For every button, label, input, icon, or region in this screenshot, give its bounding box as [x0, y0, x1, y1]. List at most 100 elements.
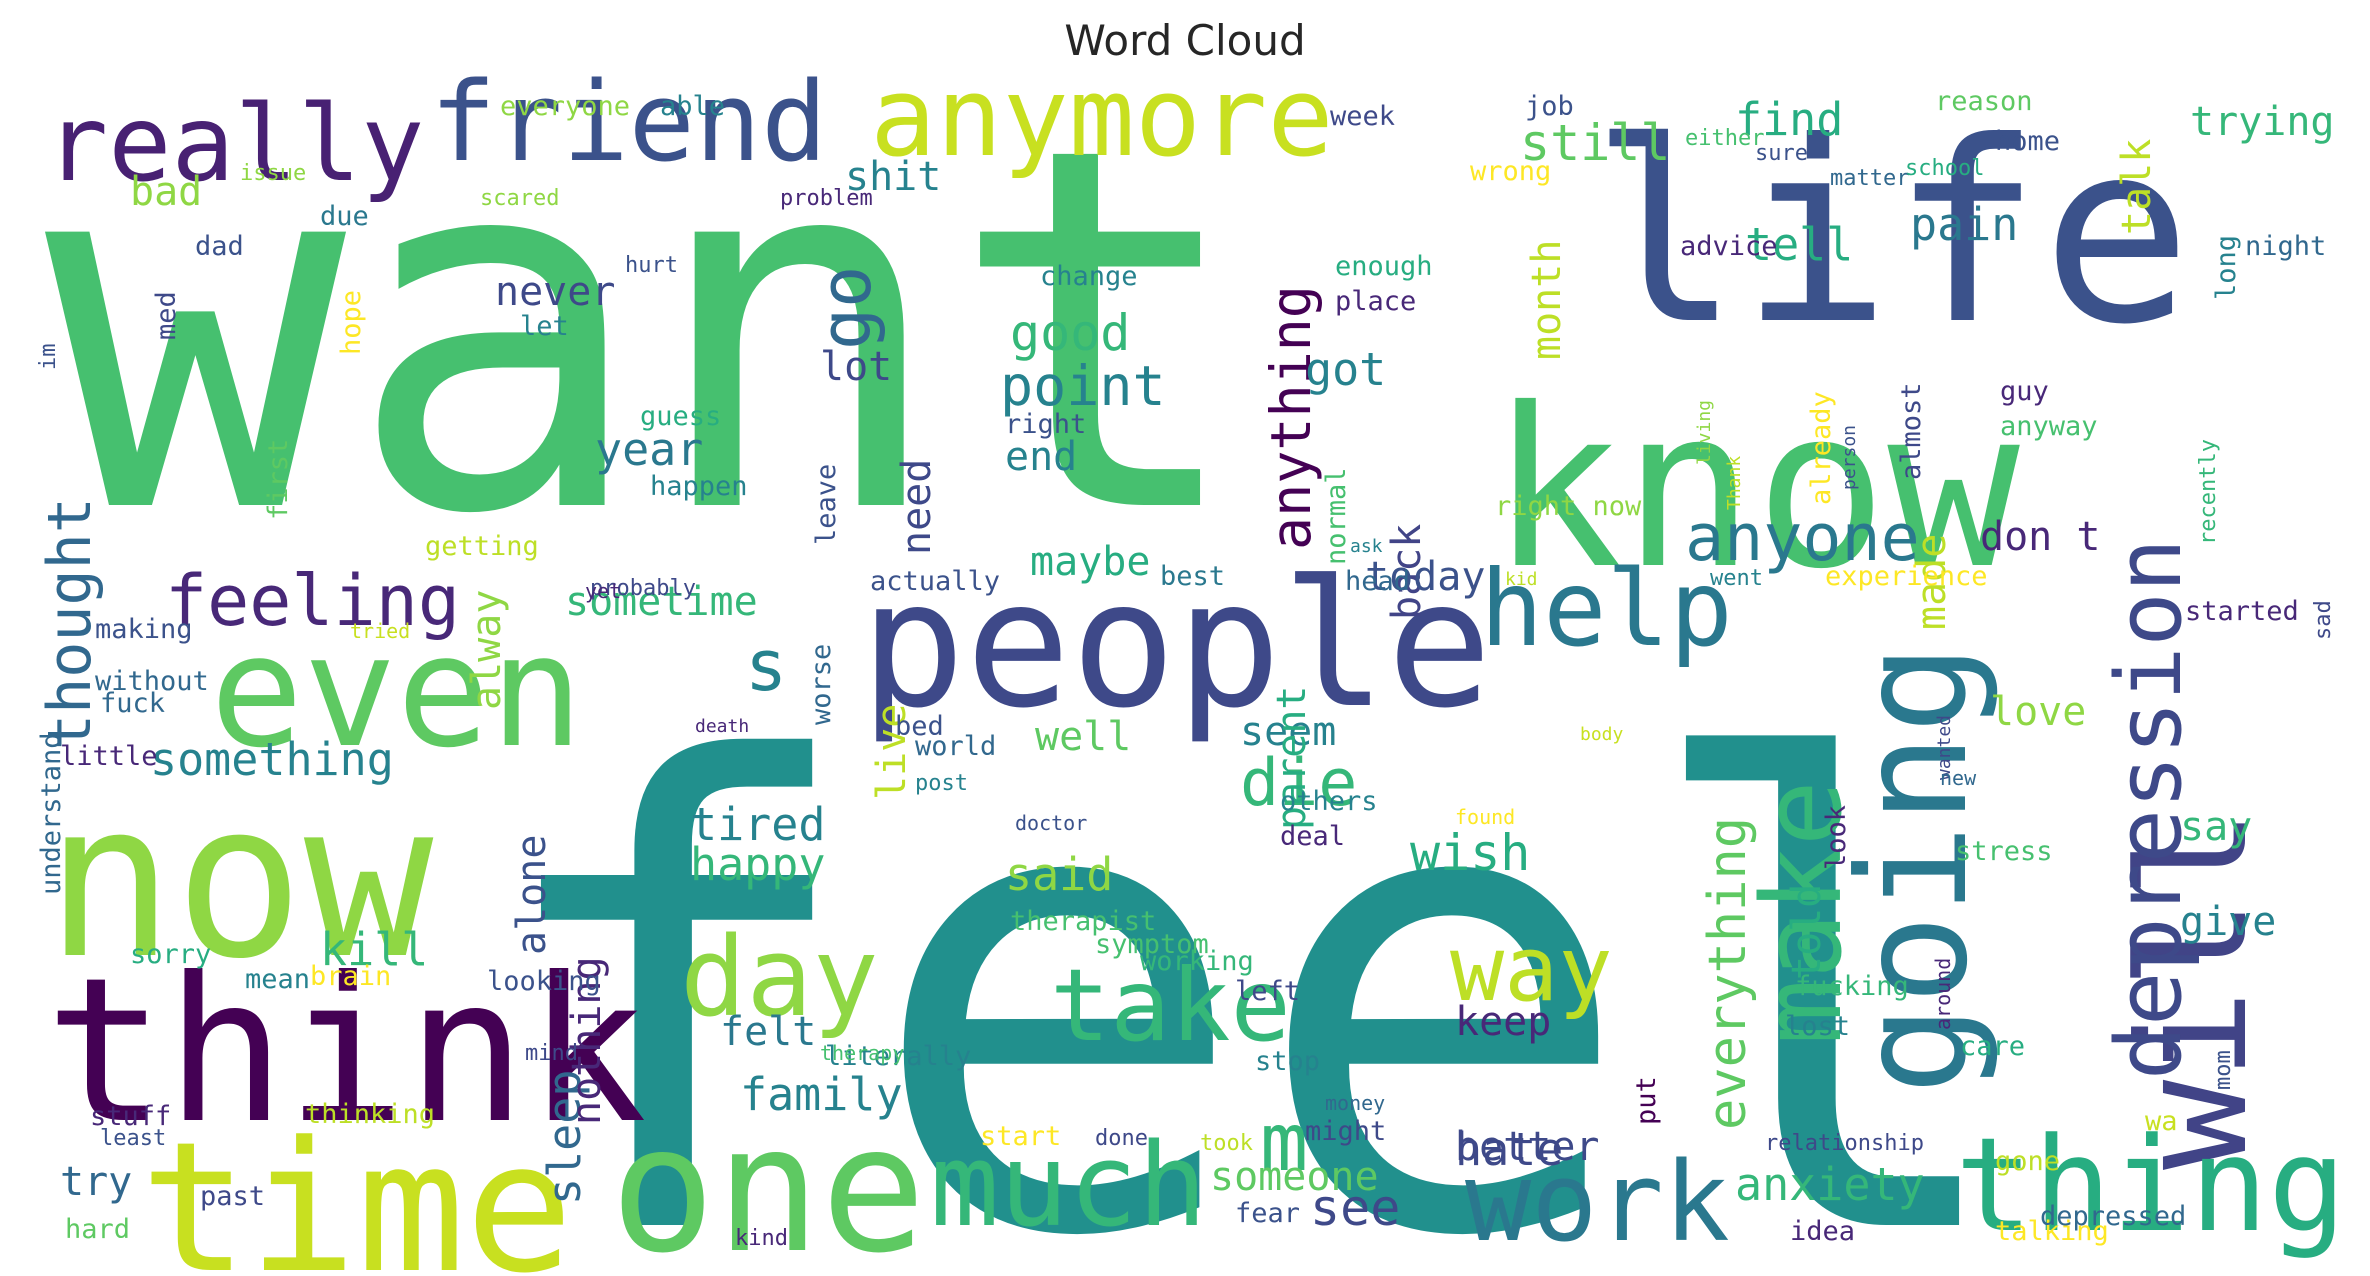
- word-s: s: [745, 625, 787, 707]
- word-feel: feel: [480, 631, 2021, 1276]
- word-kid: kid: [1505, 569, 1538, 590]
- word-wa: wa: [2145, 1106, 2178, 1137]
- word-relationship: relationship: [1765, 1131, 1924, 1156]
- word-put: put: [1631, 1076, 1662, 1125]
- word-will: will: [2107, 809, 2281, 1170]
- word-lost: lost: [1785, 1011, 1850, 1042]
- word-gone: gone: [1995, 1146, 2060, 1177]
- word-good: good: [1010, 304, 1130, 362]
- word-least: least: [100, 1126, 166, 1151]
- word-make: make: [1738, 780, 1866, 1045]
- word-worse: worse: [806, 644, 837, 725]
- word-maybe: maybe: [1030, 539, 1150, 585]
- word-pain: pain: [1910, 198, 2018, 251]
- word-trying: trying: [2190, 99, 2335, 145]
- word-head: head: [1345, 566, 1410, 597]
- word-year: year: [595, 423, 703, 476]
- word-seem: seem: [1240, 709, 1336, 755]
- word-alway: alway: [464, 590, 510, 710]
- word-problem: problem: [780, 186, 873, 211]
- word-hope: hope: [336, 290, 367, 355]
- word-anymore: anymore: [870, 53, 1334, 181]
- word-change: change: [1040, 261, 1138, 292]
- word-let: let: [520, 311, 569, 342]
- word-need: need: [894, 459, 940, 555]
- word-start: start: [980, 1121, 1061, 1152]
- word-kill: kill: [320, 923, 428, 976]
- word-issue: issue: [240, 161, 306, 186]
- word-mind: mind: [525, 1041, 578, 1066]
- word-felt: felt: [720, 1009, 816, 1055]
- word-happen: happen: [650, 471, 748, 502]
- word-help: help: [1480, 548, 1733, 670]
- word-place: place: [1335, 286, 1416, 317]
- word-feeling: feeling: [165, 560, 460, 642]
- word-thinking: thinking: [305, 1099, 435, 1130]
- word-experience: experience: [1825, 561, 1988, 592]
- word-anyway: anyway: [2000, 411, 2098, 442]
- word-job: job: [1525, 91, 1574, 122]
- word-bed: bed: [895, 711, 944, 742]
- word-scared: scared: [480, 186, 559, 211]
- word-brain: brain: [310, 961, 391, 992]
- word-hard: hard: [65, 1214, 130, 1245]
- word-fucking: fucking: [1795, 971, 1909, 1002]
- word-got: got: [1305, 343, 1386, 396]
- word-wanted: wanted: [1934, 715, 1955, 780]
- word-happy: happy: [690, 838, 825, 891]
- word-first: first: [263, 439, 294, 520]
- word-reason: reason: [1935, 86, 2033, 117]
- word-almost: almost: [1896, 382, 1927, 480]
- word-way: way: [1450, 917, 1613, 1022]
- word-started: started: [2185, 596, 2299, 627]
- word-point: point: [1000, 354, 1166, 418]
- word-getting: getting: [425, 531, 539, 562]
- word-little: little: [60, 741, 158, 772]
- word-without: without: [95, 666, 209, 697]
- word-person: person: [1839, 425, 1860, 490]
- word-making: making: [95, 614, 193, 645]
- word-actually: actually: [870, 566, 1000, 597]
- word-really: really: [45, 83, 424, 205]
- word-lot: lot: [820, 344, 892, 390]
- word-people: people: [860, 544, 1492, 747]
- word-med: med: [151, 291, 182, 340]
- word-fear: fear: [1235, 1198, 1300, 1229]
- chart-title: Word Cloud: [1064, 16, 1306, 65]
- word-end: end: [1005, 434, 1077, 480]
- word-enough: enough: [1335, 251, 1433, 282]
- word-already: already: [1806, 391, 1837, 505]
- word-im: im: [36, 344, 61, 371]
- word-right: right: [1005, 409, 1086, 440]
- word-talk: talk: [2114, 139, 2160, 235]
- word-anxiety: anxiety: [1735, 1158, 1925, 1211]
- word-able: able: [660, 91, 725, 122]
- word-sure: sure: [1755, 141, 1808, 166]
- word-said: said: [1005, 848, 1113, 901]
- word-new: new: [1940, 766, 1977, 790]
- word-thing: thing: [1955, 1109, 2346, 1261]
- word-well: well: [1035, 714, 1131, 760]
- word-right-now: right now: [1495, 491, 1642, 522]
- word-something: something: [150, 733, 394, 786]
- word-leave: leave: [811, 464, 842, 545]
- word-keep: keep: [1455, 999, 1551, 1045]
- word-friend: friend: [430, 58, 827, 186]
- word-Thank: Thank: [1724, 456, 1745, 510]
- word-school: school: [1905, 156, 1984, 181]
- word-try: try: [60, 1159, 132, 1205]
- word-understand: understand: [36, 732, 67, 895]
- word-sometime: sometime: [565, 579, 758, 625]
- word-don-t: don t: [1980, 514, 2100, 560]
- word-told: told: [1784, 884, 1830, 980]
- word-time: time: [140, 1104, 573, 1276]
- word-symptom: symptom: [1095, 929, 1209, 960]
- word-someone: someone: [1210, 1154, 1379, 1200]
- word-made: made: [1909, 534, 1955, 630]
- word-ask: ask: [1350, 536, 1383, 557]
- word-world: world: [915, 731, 996, 762]
- word-work: work: [1465, 1138, 1730, 1266]
- word-others: others: [1280, 786, 1378, 817]
- word-stuff: stuff: [90, 1101, 171, 1132]
